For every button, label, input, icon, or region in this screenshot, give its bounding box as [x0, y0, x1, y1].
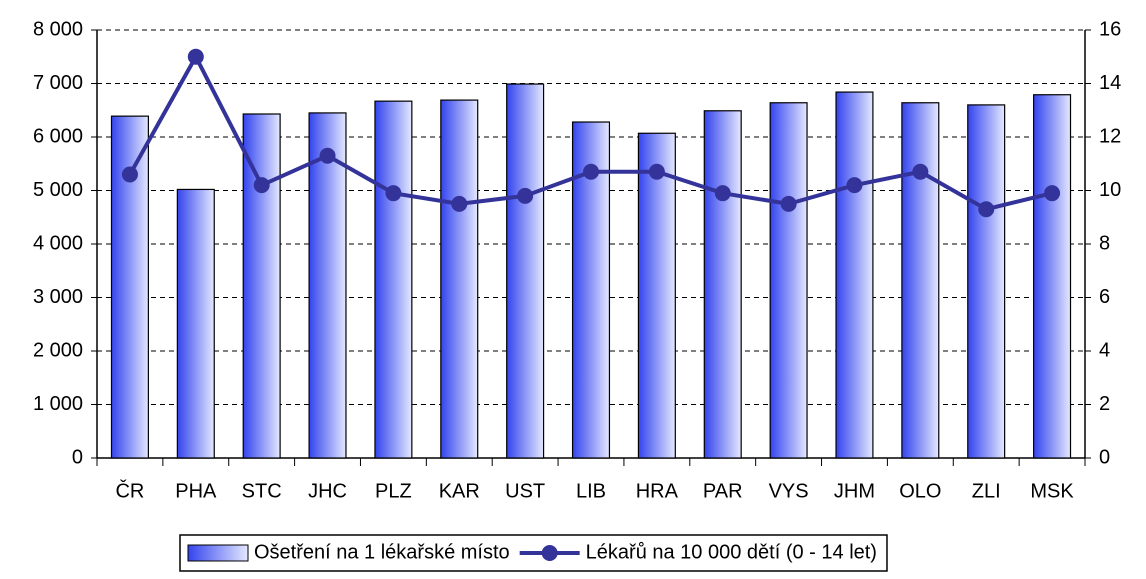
line-point [385, 185, 402, 202]
y-tick-label: 8 000 [33, 18, 83, 40]
line-point [451, 195, 468, 212]
y-tick-label: 1 000 [33, 393, 83, 415]
bar [440, 99, 479, 459]
line-point [121, 166, 138, 183]
line-point [583, 163, 599, 180]
x-tick-label: HRA [636, 480, 679, 502]
bar [242, 113, 281, 459]
y-tick-label: 5 000 [33, 179, 83, 201]
legend-box [179, 534, 888, 572]
bar [308, 112, 347, 459]
bar [769, 102, 808, 459]
x-tick-label: MSK [1030, 480, 1074, 502]
bar [703, 110, 742, 459]
x-tick-label: PAR [703, 480, 743, 502]
bar [176, 188, 215, 459]
y-tick-label: 4 000 [33, 232, 83, 254]
x-tick-label: ČR [115, 479, 144, 502]
bar [967, 104, 1006, 459]
y-tick-label: 3 000 [33, 286, 83, 308]
bar [506, 83, 545, 459]
x-tick-label: JHC [308, 480, 347, 502]
y-tick-label: 6 000 [33, 125, 83, 147]
y2-tick-label: 0 [1099, 446, 1110, 468]
legend-label: Lékařů na 10 000 dětí (0 - 14 let) [586, 541, 877, 563]
y2-tick-label: 4 [1099, 339, 1110, 361]
y2-tick-label: 10 [1099, 179, 1121, 201]
x-tick-label: JHM [834, 480, 875, 502]
line-point [253, 177, 270, 194]
line-point [714, 185, 731, 202]
legend-swatch [187, 544, 249, 562]
x-tick-label: LIB [576, 480, 606, 502]
x-tick-label: UST [505, 480, 545, 502]
x-tick-label: KAR [439, 480, 480, 502]
y2-tick-label: 12 [1099, 125, 1121, 147]
bar [1033, 94, 1072, 459]
x-tick-label: STC [242, 480, 282, 502]
x-tick-label: PLZ [375, 480, 412, 502]
line-point [648, 163, 665, 180]
x-tick-label: ZLI [972, 480, 1001, 502]
bar [835, 91, 874, 459]
x-tick-label: VYS [769, 480, 809, 502]
y-tick-label: 2 000 [33, 339, 83, 361]
y2-tick-label: 14 [1099, 72, 1121, 94]
x-tick-label: OLO [899, 480, 941, 502]
line-point [846, 177, 863, 194]
bar [637, 132, 676, 459]
legend-swatch [541, 545, 558, 561]
line-point [912, 163, 929, 180]
y2-tick-label: 16 [1099, 18, 1121, 40]
line-point [1044, 185, 1061, 202]
line-point [517, 187, 534, 204]
y2-tick-label: 8 [1099, 232, 1110, 254]
bar [374, 100, 413, 459]
line-point [780, 195, 797, 212]
x-tick-label: PHA [175, 480, 217, 502]
y-tick-label: 0 [72, 446, 83, 468]
legend-label: Ošetření na 1 lékařské místo [254, 541, 510, 563]
y2-tick-label: 2 [1099, 393, 1110, 415]
line-point [978, 201, 995, 218]
y-tick-label: 7 000 [33, 72, 83, 94]
line-point [319, 147, 336, 164]
y2-tick-label: 6 [1099, 286, 1110, 308]
line-point [187, 48, 204, 65]
bar [901, 102, 940, 459]
